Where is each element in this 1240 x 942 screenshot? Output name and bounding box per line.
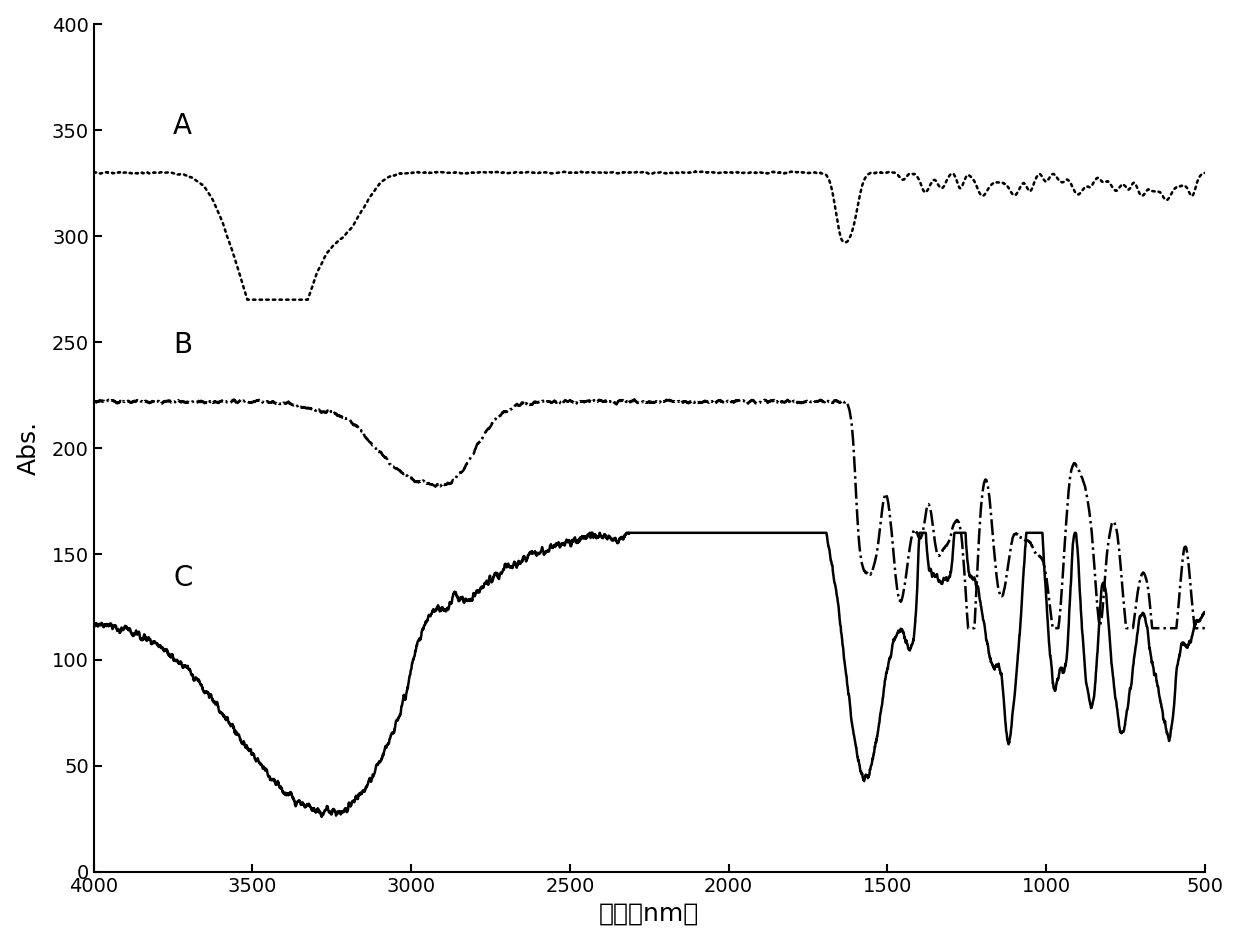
Text: A: A — [174, 112, 192, 140]
X-axis label: 波长（nm）: 波长（nm） — [599, 901, 699, 925]
Y-axis label: Abs.: Abs. — [16, 421, 41, 475]
Text: B: B — [174, 331, 192, 359]
Text: C: C — [174, 564, 192, 592]
